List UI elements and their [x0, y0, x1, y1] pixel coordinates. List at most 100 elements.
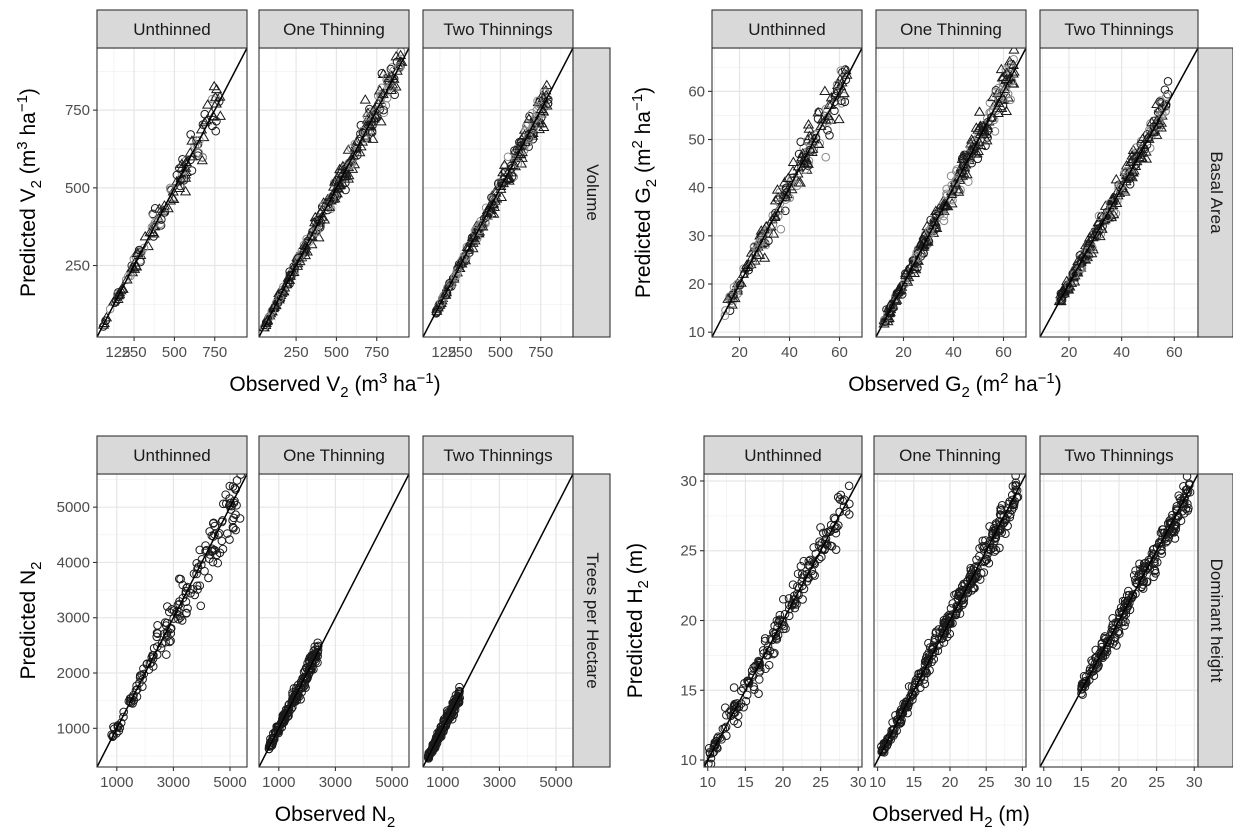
data-point-circle [789, 595, 799, 604]
data-point-circle [1085, 669, 1094, 679]
data-point-triangle [914, 238, 927, 249]
x-tick-label: 250 [284, 344, 309, 361]
data-point-circle [1078, 253, 1087, 262]
facet-row-label: Trees per Hectare [583, 552, 602, 688]
reference-line [874, 474, 1026, 767]
data-point-triangle [394, 49, 407, 60]
panel-two-thinnings: Two Thinnings 1000 3000 5000 [422, 435, 574, 791]
data-point-triangle [945, 188, 958, 199]
y-tick-label: 40 [688, 180, 705, 197]
data-point-circle [1157, 109, 1167, 119]
data-point-circle [925, 666, 934, 675]
facet-row-strip [1197, 473, 1233, 768]
data-point-circle [1125, 605, 1135, 615]
data-point-circle [200, 109, 210, 119]
data-point-circle [937, 633, 946, 643]
data-point-circle [752, 245, 761, 254]
data-point-circle [529, 128, 538, 138]
data-point-circle [900, 703, 910, 712]
data-point-triangle [121, 274, 133, 284]
data-point-circle [930, 634, 940, 643]
data-point-triangle [1075, 255, 1087, 266]
data-point-circle [148, 210, 158, 220]
data-point-circle [181, 589, 191, 598]
data-point-circle [193, 585, 202, 594]
data-point-circle [802, 576, 812, 586]
data-point-circle [770, 648, 779, 658]
data-point-triangle [179, 185, 192, 196]
data-point-circle [1176, 516, 1186, 526]
data-point-circle [217, 536, 227, 546]
facet-strip [875, 9, 1027, 49]
panel-plot-area [97, 48, 247, 337]
data-point-circle [816, 523, 825, 532]
data-point-triangle [334, 163, 346, 174]
data-point-triangle [1120, 159, 1133, 170]
data-point-triangle [390, 50, 402, 61]
data-point-circle [292, 690, 302, 699]
y-tick-label: 1000 [57, 720, 90, 737]
data-point-circle [996, 504, 1005, 513]
data-point-circle [178, 593, 188, 603]
x-tick-label: 40 [1113, 344, 1130, 361]
data-point-circle [446, 710, 455, 719]
data-point-triangle [970, 122, 982, 132]
data-point-circle [1170, 534, 1180, 543]
reference-line [712, 48, 862, 337]
data-point-circle [925, 643, 935, 652]
data-point-circle [1077, 684, 1087, 694]
data-point-triangle [803, 123, 815, 133]
data-point-triangle [1105, 211, 1118, 222]
data-point-circle [167, 604, 177, 614]
data-point-triangle [158, 200, 171, 210]
data-point-circle [733, 719, 743, 728]
reference-line [704, 474, 862, 767]
data-point-circle [811, 133, 821, 143]
data-point-triangle [838, 87, 850, 98]
data-point-circle [946, 171, 956, 181]
data-point-circle [951, 166, 961, 176]
data-point-triangle [796, 151, 808, 162]
panel-plot-area [423, 48, 573, 337]
data-point-triangle [910, 263, 922, 274]
data-point-triangle [997, 71, 1010, 81]
y-tick-label: 750 [65, 102, 90, 119]
data-point-circle [788, 580, 798, 589]
data-point-circle [741, 696, 751, 706]
data-point-triangle [168, 193, 180, 204]
data-point-triangle [515, 157, 528, 168]
data-point-triangle [383, 72, 395, 83]
data-point-triangle [367, 133, 379, 143]
data-point-circle [776, 224, 786, 234]
data-point-circle [186, 130, 195, 139]
panel-one-thinning: One Thinning 250 500 750 [258, 9, 410, 361]
data-point-triangle [299, 249, 312, 260]
data-point-circle [1131, 575, 1140, 585]
data-point-triangle [153, 203, 165, 213]
data-point-circle [770, 621, 779, 631]
data-point-triangle [294, 255, 306, 266]
data-point-circle [436, 297, 446, 307]
data-point-circle [1163, 89, 1172, 99]
data-point-triangle [116, 283, 128, 293]
x-tick-label: 10 [869, 774, 886, 791]
data-point-circle [166, 629, 176, 638]
data-point-triangle [1000, 105, 1013, 115]
facet-row-strip [1197, 47, 1233, 338]
data-point-circle [193, 564, 202, 574]
reference-line [97, 48, 247, 337]
data-point-circle [132, 685, 142, 694]
x-tick-label: 25 [978, 774, 995, 791]
y-tick-label: 60 [688, 83, 705, 100]
data-point-triangle [176, 158, 188, 169]
x-tick-label: 30 [1186, 774, 1203, 791]
data-point-circle [1001, 529, 1010, 539]
data-point-circle [228, 482, 238, 491]
data-point-circle [832, 80, 842, 89]
reference-line [1040, 48, 1198, 337]
panel-one-thinning: One Thinning 10 15 20 25 30 [869, 435, 1031, 791]
data-point-circle [1113, 628, 1123, 637]
facet-strip [703, 435, 863, 475]
facet-row-label: Dominant height [1207, 559, 1226, 683]
